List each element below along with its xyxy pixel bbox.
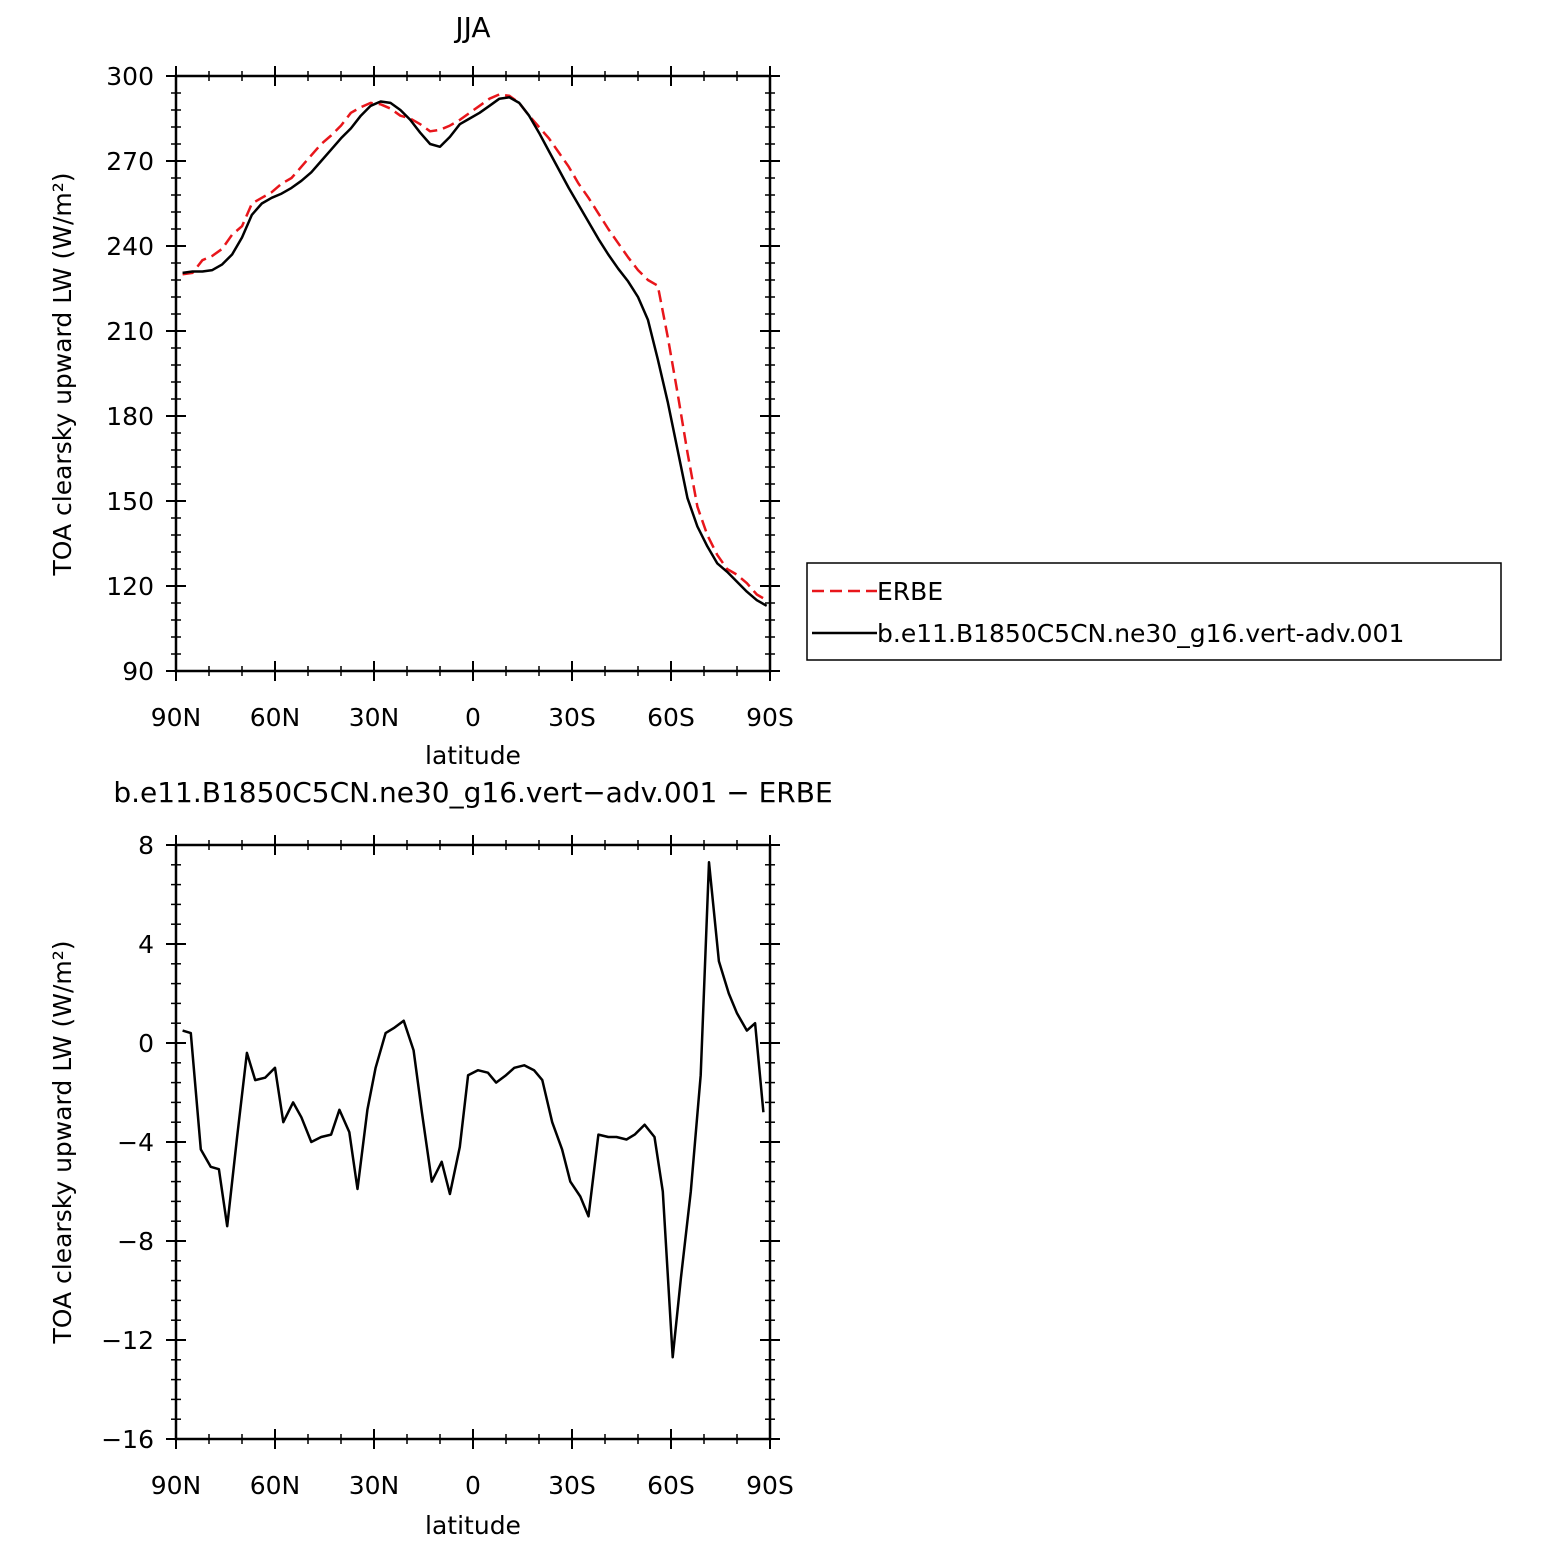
upper-y-axis-label: TOA clearsky upward LW (W/m²) (48, 172, 77, 576)
lower-x-tick-label: 90N (151, 1471, 202, 1500)
lower-y-axis-label: TOA clearsky upward LW (W/m²) (48, 940, 77, 1344)
upper-chart-title: JJA (453, 11, 490, 44)
upper-y-tick-label: 150 (106, 487, 154, 516)
upper-panel: JJA 90 120 150 180 210 240 270 300 90N 60N 30N 0 30S… (48, 11, 1502, 770)
lower-chart-title: b.e11.B1850C5CN.ne30_g16.vert−adv.001 − … (113, 776, 832, 809)
lower-series-line-1 (182, 861, 765, 1359)
legend: ERBE b.e11.B1850C5CN.ne30_g16.vert-adv.0… (806, 562, 1502, 661)
lower-x-tick-label: 60S (647, 1471, 695, 1500)
lower-y-tick-label: 4 (138, 930, 154, 959)
lower-x-tick-label: 0 (465, 1471, 481, 1500)
lower-x-tick-label: 90S (746, 1471, 794, 1500)
legend-label-model: b.e11.B1850C5CN.ne30_g16.vert-adv.001 (877, 619, 1404, 648)
upper-x-tick-label: 90S (746, 703, 794, 732)
lower-x-tick-label: 30S (548, 1471, 596, 1500)
lower-panel: b.e11.B1850C5CN.ne30_g16.vert−adv.001 − … (48, 776, 833, 1540)
upper-x-tick-label: 60N (250, 703, 301, 732)
upper-y-tick-label: 300 (106, 62, 154, 91)
lower-y-tick-label: −12 (101, 1326, 154, 1355)
upper-y-tick-label: 120 (106, 572, 154, 601)
upper-y-tick-label: 240 (106, 232, 154, 261)
upper-x-tick-label: 30S (548, 703, 596, 732)
lower-y-tick-label: 8 (138, 831, 154, 860)
upper-y-tick-label: 90 (122, 657, 154, 686)
upper-x-tick-label: 60S (647, 703, 695, 732)
upper-y-tick-label: 180 (106, 402, 154, 431)
upper-x-tick-label: 0 (465, 703, 481, 732)
upper-series-line-2 (182, 96, 768, 607)
lower-y-tick-label: −8 (117, 1227, 154, 1256)
upper-x-tick-label: 30N (349, 703, 400, 732)
upper-x-axis-label: latitude (425, 741, 521, 770)
upper-series-line-1 (182, 93, 768, 602)
lower-plot-frame (174, 843, 772, 1441)
lower-y-tick-label: 0 (138, 1029, 154, 1058)
upper-y-tick-label: 270 (106, 147, 154, 176)
upper-plot-frame (174, 74, 772, 673)
lower-x-tick-label: 60N (250, 1471, 301, 1500)
upper-x-tick-label: 90N (151, 703, 202, 732)
lower-y-tick-label: −16 (101, 1425, 154, 1454)
upper-y-tick-label: 210 (106, 317, 154, 346)
lower-x-axis-label: latitude (425, 1511, 521, 1540)
legend-label-erbe: ERBE (877, 577, 943, 606)
legend-box (806, 562, 1502, 661)
upper-plot-area: 90 120 150 180 210 240 270 300 90N 60N 30N 0 30S 60S 9… (106, 62, 794, 732)
lower-y-tick-label: −4 (117, 1128, 154, 1157)
lower-plot-area: 8 4 0 −4 −8 −12 −16 90N 60N 30N 0 30S 60S 90S (101, 831, 794, 1500)
lower-x-tick-label: 30N (349, 1471, 400, 1500)
